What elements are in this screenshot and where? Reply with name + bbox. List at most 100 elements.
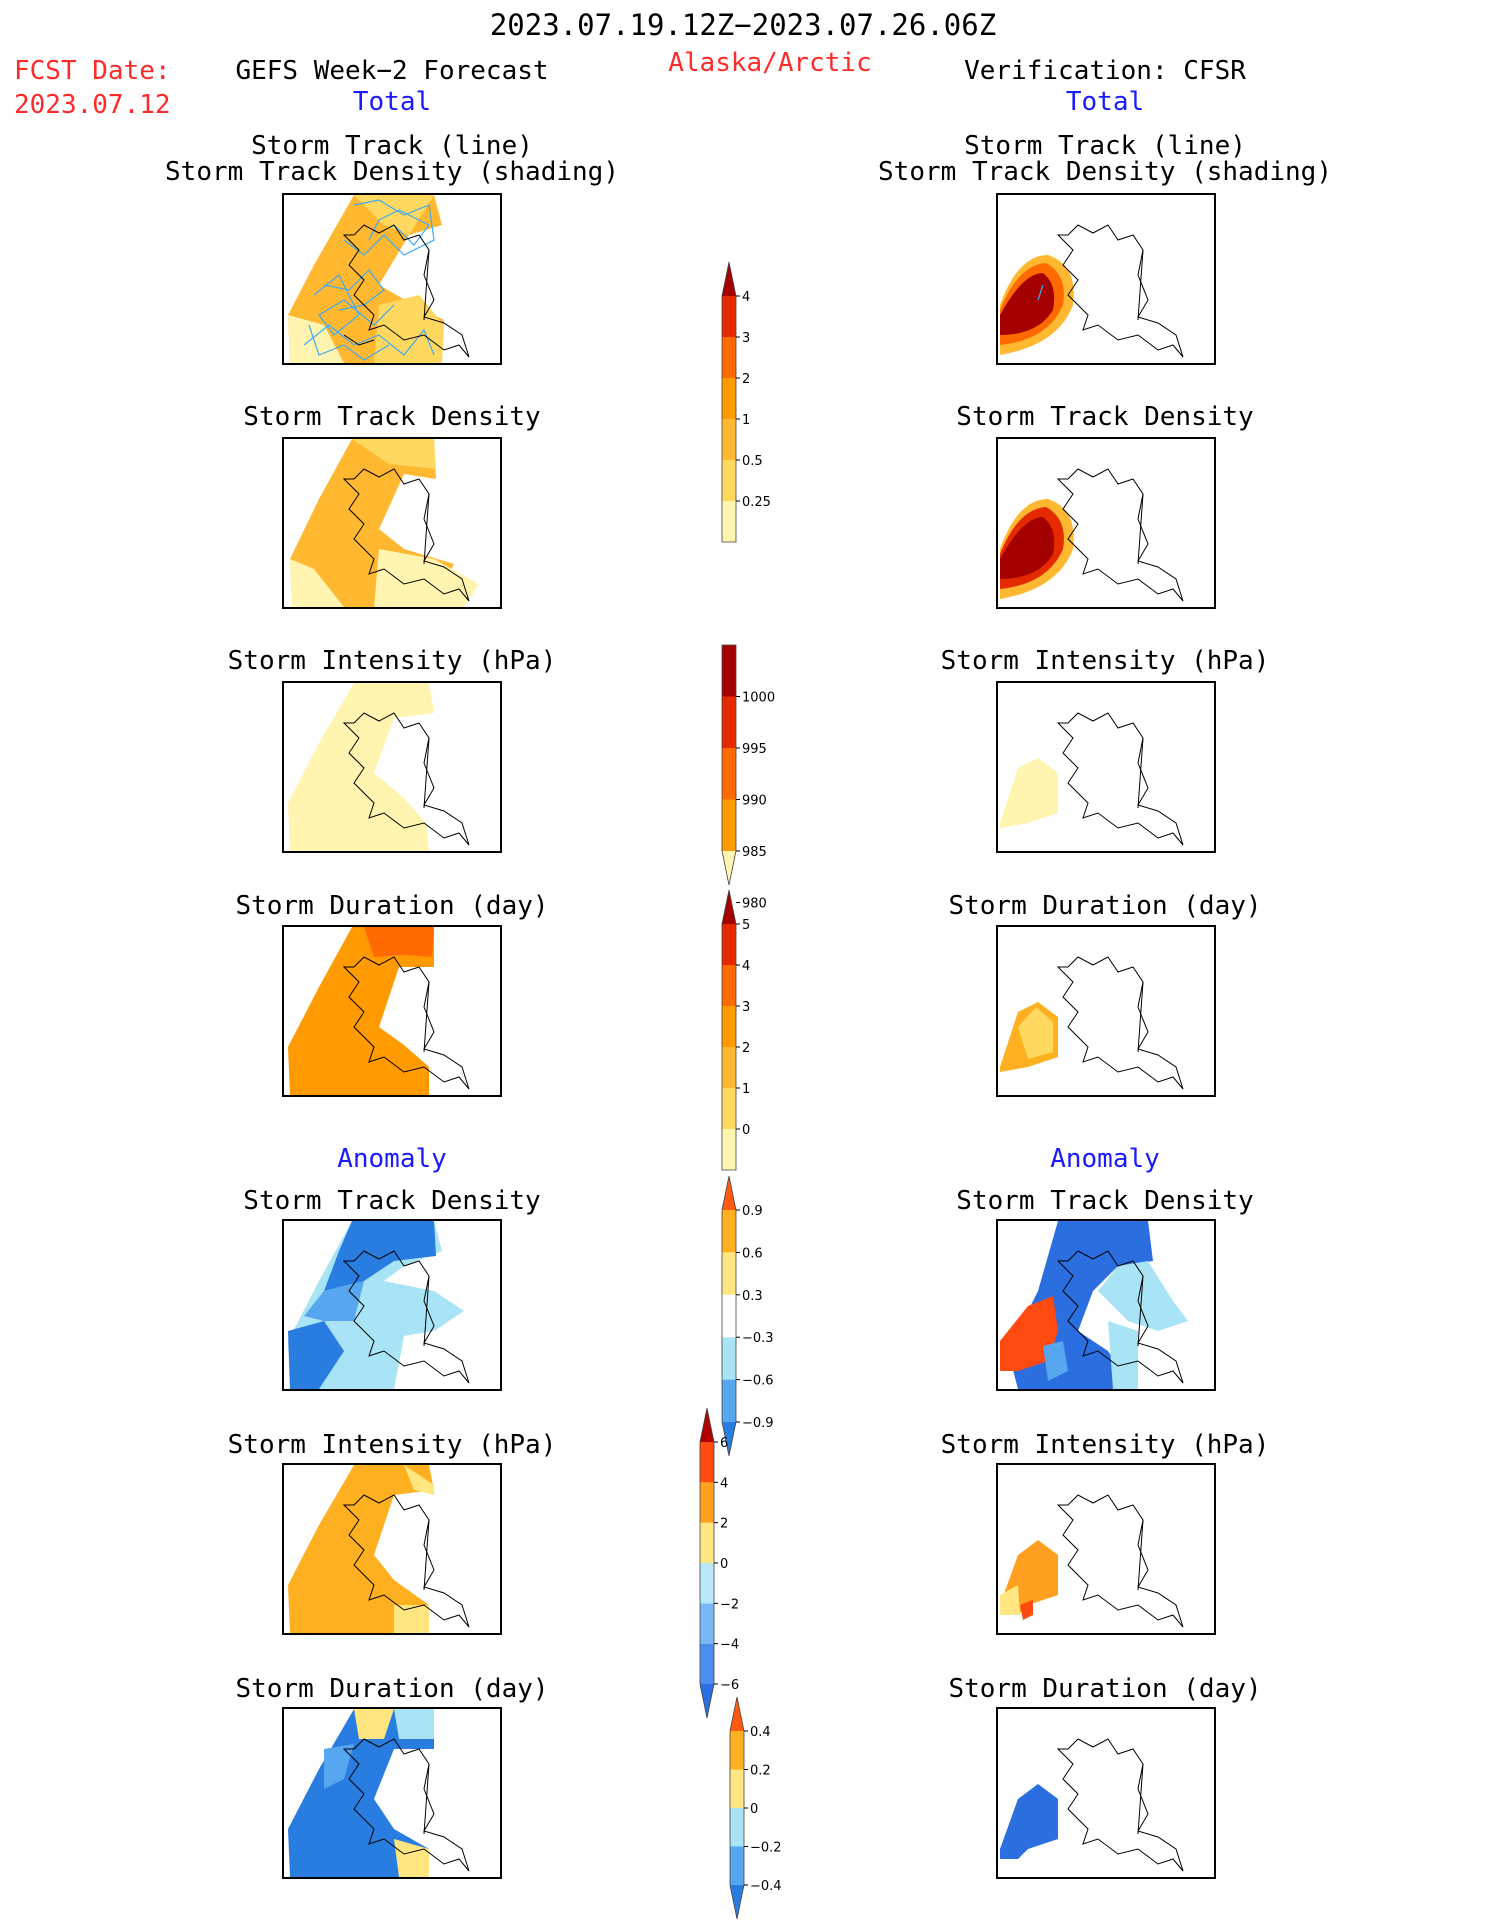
colorbar-density-total: 4 3 2 1 0.5 0.25 — [721, 261, 782, 546]
colorbar-arrow-low — [730, 1885, 744, 1919]
left-intensity-title: Storm Intensity (hPa) — [227, 646, 557, 676]
map-left-anom-intensity — [282, 1463, 502, 1635]
colorbar-tick-label: −0.4 — [750, 1879, 782, 1894]
colorbar-tick-label: −0.9 — [742, 1416, 774, 1431]
colorbar-segment — [700, 1563, 714, 1604]
colorbar-arrow-high — [722, 890, 736, 924]
region-title: Alaska/Arctic — [668, 48, 872, 78]
colorbar-tick-label: 4 — [720, 1476, 728, 1491]
right-column-title: Verification: CFSR — [964, 56, 1246, 86]
colorbar-tick-label: −0.3 — [742, 1331, 774, 1346]
colorbar-segment — [730, 1808, 744, 1847]
colorbar-segment — [730, 1846, 744, 1885]
map-right-anom-density — [996, 1219, 1216, 1391]
fcst-date-value: 2023.07.12 — [14, 90, 171, 120]
colorbar-segment — [722, 501, 736, 542]
left-anom-density-title: Storm Track Density — [243, 1186, 541, 1216]
colorbar-outline — [721, 644, 737, 886]
colorbar-segment — [730, 1769, 744, 1808]
colorbar-tick-label: 2 — [742, 372, 750, 387]
left-anomaly-label: Anomaly — [337, 1144, 447, 1174]
left-anom-intensity-title: Storm Intensity (hPa) — [227, 1430, 557, 1460]
coastline — [342, 224, 470, 358]
colorbar-tick-label: 2 — [742, 1041, 750, 1056]
storm-track-lines — [303, 199, 435, 361]
right-track-density-title: Storm Track Density — [956, 402, 1254, 432]
map-left-intensity — [282, 681, 502, 853]
colorbar-arrow-low — [722, 1422, 736, 1456]
colorbar-segment — [700, 1603, 714, 1644]
colorbar-segment — [722, 748, 736, 800]
date-range-title: 2023.07.19.12Z−2023.07.26.06Z — [489, 8, 997, 42]
colorbar-tick-label: 980 — [742, 897, 767, 912]
colorbar-tick-label: 3 — [742, 331, 750, 346]
left-duration-title: Storm Duration (day) — [235, 891, 549, 921]
colorbar-segment — [722, 799, 736, 851]
left-track-line-title: Storm Track (line) — [251, 131, 533, 161]
colorbar-segment — [722, 1088, 736, 1129]
colorbar-segment — [722, 1337, 736, 1380]
colorbar-arrow-high — [722, 1176, 736, 1210]
colorbar-tick-label: 1 — [742, 1082, 750, 1097]
colorbar-segment — [722, 924, 736, 965]
right-track-shading-title: Storm Track Density (shading) — [878, 157, 1332, 187]
colorbar-segment — [700, 1643, 714, 1684]
map-right-density — [996, 437, 1216, 609]
colorbar-tick-label: 985 — [742, 845, 767, 860]
map-right-anom-duration — [996, 1707, 1216, 1879]
colorbar-segment — [722, 1129, 736, 1170]
right-track-line-title: Storm Track (line) — [964, 131, 1246, 161]
colorbar-segment — [722, 1006, 736, 1047]
colorbar-tick-label: 995 — [742, 742, 767, 757]
colorbar-segment — [700, 1482, 714, 1523]
right-intensity-title: Storm Intensity (hPa) — [940, 646, 1270, 676]
map-right-track — [996, 193, 1216, 365]
colorbar-segment — [722, 696, 736, 748]
colorbar-tick-label: −6 — [720, 1678, 739, 1693]
colorbar-segment — [730, 1731, 744, 1770]
map-left-duration — [282, 925, 502, 1097]
map-right-anom-intensity — [996, 1463, 1216, 1635]
colorbar-tick-label: 0.9 — [742, 1204, 763, 1219]
colorbar-tick-label: 2 — [720, 1517, 728, 1532]
fcst-date-label: FCST Date: — [14, 56, 171, 86]
colorbar-arrow-high — [722, 262, 736, 296]
colorbar-tick-label: 0 — [750, 1802, 758, 1817]
colorbar-segment — [722, 378, 736, 419]
colorbar-segment — [722, 1379, 736, 1422]
map-right-duration — [996, 925, 1216, 1097]
colorbar-duration-total: 5 4 3 2 1 0 — [721, 889, 782, 1174]
colorbar-tick-label: −0.6 — [742, 1374, 774, 1389]
colorbar-tick-label: 5 — [742, 918, 750, 933]
colorbar-tick-label: 0.25 — [742, 495, 771, 510]
colorbar-tick-label: 3 — [742, 1000, 750, 1015]
colorbar-density-anom: 0.9 0.6 0.3 −0.3 −0.6 −0.9 — [721, 1175, 782, 1460]
colorbar-segment — [722, 965, 736, 1006]
right-duration-title: Storm Duration (day) — [948, 891, 1262, 921]
colorbar-tick-label: 0 — [720, 1557, 728, 1572]
colorbar-tick-label: 0.5 — [742, 454, 763, 469]
colorbar-arrow-low — [700, 1684, 714, 1718]
colorbar-arrow-high — [700, 1408, 714, 1442]
colorbar-tick-label: 0.6 — [742, 1246, 763, 1261]
colorbar-tick-label: 0.4 — [750, 1725, 771, 1740]
colorbar-tick-label: 1 — [742, 413, 750, 428]
right-anom-duration-title: Storm Duration (day) — [948, 1674, 1262, 1704]
map-left-anom-density — [282, 1219, 502, 1391]
left-track-density-title: Storm Track Density — [243, 402, 541, 432]
map-left-anom-duration — [282, 1707, 502, 1879]
colorbar-duration-anom: 0.4 0.2 0 −0.2 −0.4 — [729, 1696, 790, 1923]
colorbar-tick-label: −2 — [720, 1597, 739, 1612]
colorbar-segment — [722, 419, 736, 460]
colorbar-tick-label: 990 — [742, 794, 767, 809]
colorbar-segment — [722, 1252, 736, 1295]
colorbar-tick-label: 4 — [742, 959, 750, 974]
colorbar-tick-label: −0.2 — [750, 1841, 782, 1856]
colorbar-intensity-total: 1000 995 990 985 980 — [721, 644, 782, 912]
colorbar-arrow-high — [730, 1697, 744, 1731]
colorbar-tick-label: 1000 — [742, 691, 775, 706]
colorbar-tick-label: 0.2 — [750, 1764, 771, 1779]
colorbar-tick-label: 4 — [742, 290, 750, 305]
colorbar-segment — [722, 1294, 736, 1338]
right-anomaly-label: Anomaly — [1050, 1144, 1160, 1174]
